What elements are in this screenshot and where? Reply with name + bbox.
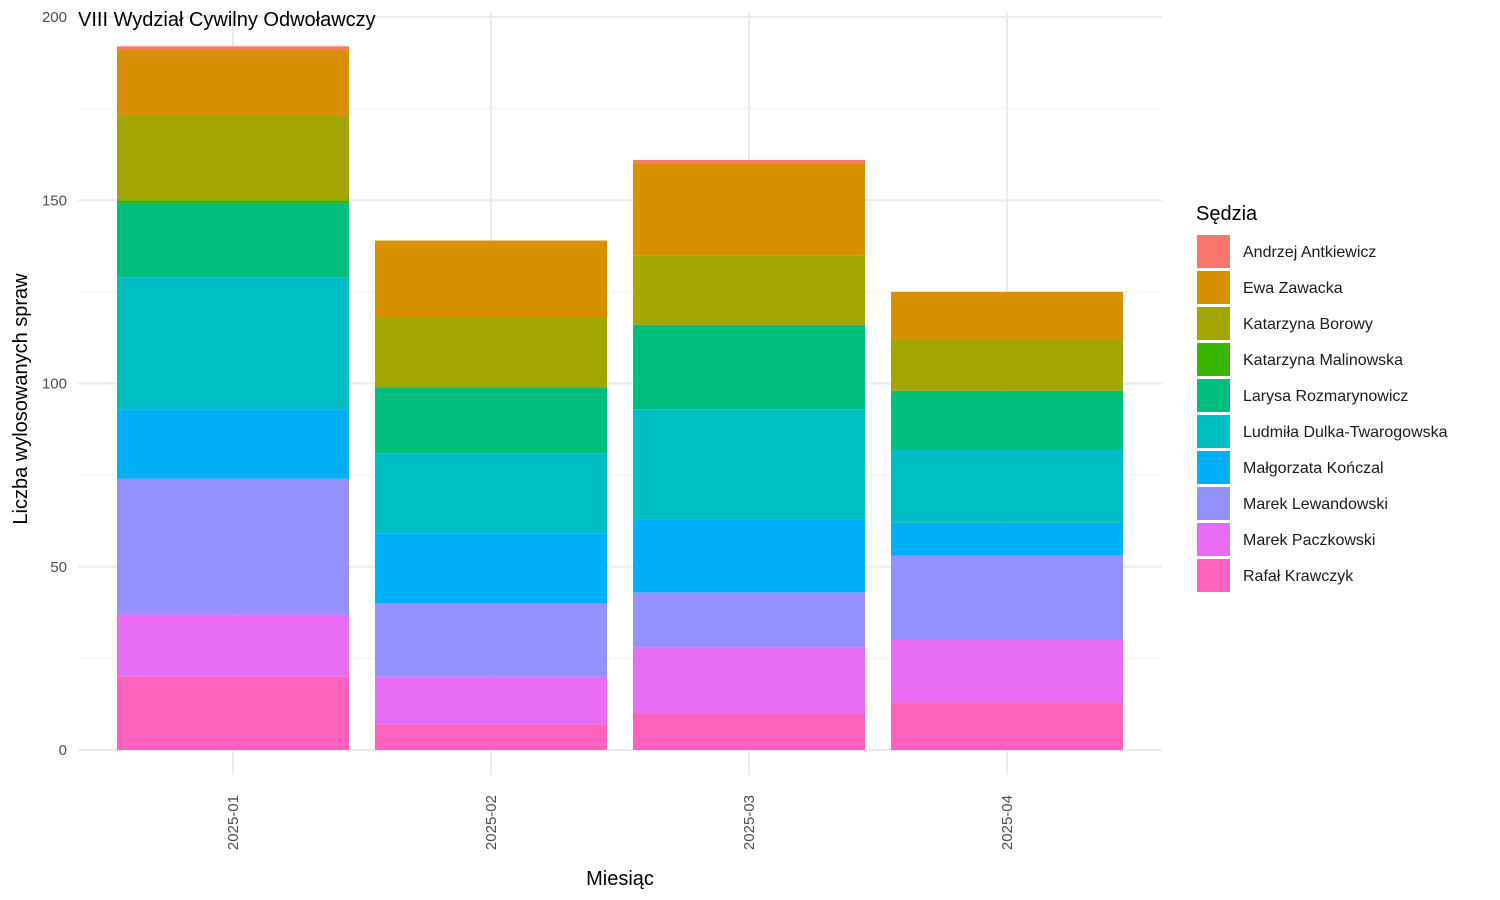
bar-segment (633, 647, 865, 714)
legend-swatch (1197, 415, 1230, 448)
legend-swatch (1197, 307, 1230, 340)
y-tick-label: 150 (42, 192, 67, 209)
bar-segment (375, 387, 607, 454)
bar-segment (117, 277, 349, 410)
bar-segment (117, 614, 349, 677)
legend-swatch (1197, 379, 1230, 412)
bar-segment (891, 640, 1123, 703)
bar-segment (633, 592, 865, 648)
bar-segment (117, 676, 349, 750)
x-axis-ticks: 2025-01 2025-02 2025-03 2025-04 (225, 795, 1016, 850)
legend-label: Marek Lewandowski (1243, 496, 1388, 513)
legend-swatch (1197, 271, 1230, 304)
bar-segment (633, 255, 865, 325)
y-tick-label: 200 (42, 9, 67, 26)
legend-label: Andrzej Antkiewicz (1243, 244, 1376, 261)
legend-swatch (1197, 559, 1230, 592)
bar-segment (375, 676, 607, 725)
legend-swatch (1197, 343, 1230, 376)
y-tick-label: 0 (59, 742, 67, 759)
legend: Sędzia Andrzej Antkiewicz Ewa Zawacka Kata… (1196, 203, 1448, 592)
legend-label: Katarzyna Malinowska (1243, 352, 1403, 369)
y-tick-label: 50 (50, 559, 67, 576)
bar-segment (633, 713, 865, 750)
bar-segment (375, 533, 607, 604)
bar-segment (117, 409, 349, 479)
bar-segment (117, 115, 349, 201)
y-tick-label: 100 (42, 376, 67, 393)
bar-segment (891, 702, 1123, 750)
chart-title: VIII Wydział Cywilny Odwoławczy (78, 9, 376, 31)
bar-segment (891, 555, 1123, 641)
bar-segment (375, 317, 607, 388)
legend-swatch (1197, 451, 1230, 484)
bar-segment (891, 390, 1123, 450)
legend-swatch (1197, 523, 1230, 556)
bar-segment (375, 724, 607, 750)
x-tick-label: 2025-01 (225, 795, 242, 850)
bar-segment (375, 603, 607, 677)
y-axis-title: Liczba wylosowanych spraw (10, 273, 32, 525)
legend-label: Marek Paczkowski (1243, 532, 1375, 549)
legend-label: Małgorzata Kończal (1243, 460, 1384, 477)
bar-segment (891, 291, 1123, 340)
x-tick-label: 2025-02 (483, 795, 500, 850)
x-axis-title: Miesiąc (586, 868, 654, 890)
bar-segment (633, 409, 865, 520)
legend-items: Andrzej Antkiewicz Ewa Zawacka Katarzyna B… (1197, 235, 1448, 592)
legend-label: Larysa Rozmarynowicz (1243, 388, 1408, 405)
bar-segment (891, 449, 1123, 523)
x-tick-label: 2025-04 (999, 795, 1016, 850)
bar-segment (117, 46, 349, 50)
legend-label: Ludmiła Dulka-Twarogowska (1243, 424, 1448, 441)
bar-segment (375, 453, 607, 534)
legend-label: Ewa Zawacka (1243, 280, 1343, 297)
bar-segment (117, 200, 349, 204)
y-axis-ticks: 0 50 100 150 200 (42, 9, 67, 759)
legend-swatch (1197, 235, 1230, 268)
bar-segment (633, 159, 865, 164)
bar-segment (633, 163, 865, 256)
bar-segment (375, 240, 607, 318)
bar-segment (117, 203, 349, 278)
bar-segment (633, 324, 865, 410)
legend-title: Sędzia (1196, 203, 1258, 225)
legend-label: Katarzyna Borowy (1243, 316, 1373, 333)
legend-label: Rafał Krawczyk (1243, 568, 1354, 585)
bar-segment (117, 49, 349, 116)
bar-segment (891, 522, 1123, 556)
bar-segment (891, 339, 1123, 391)
bar-segment (633, 519, 865, 593)
bars (117, 46, 1123, 750)
bar-segment (117, 478, 349, 615)
legend-swatch (1197, 487, 1230, 520)
x-tick-label: 2025-03 (741, 795, 758, 850)
